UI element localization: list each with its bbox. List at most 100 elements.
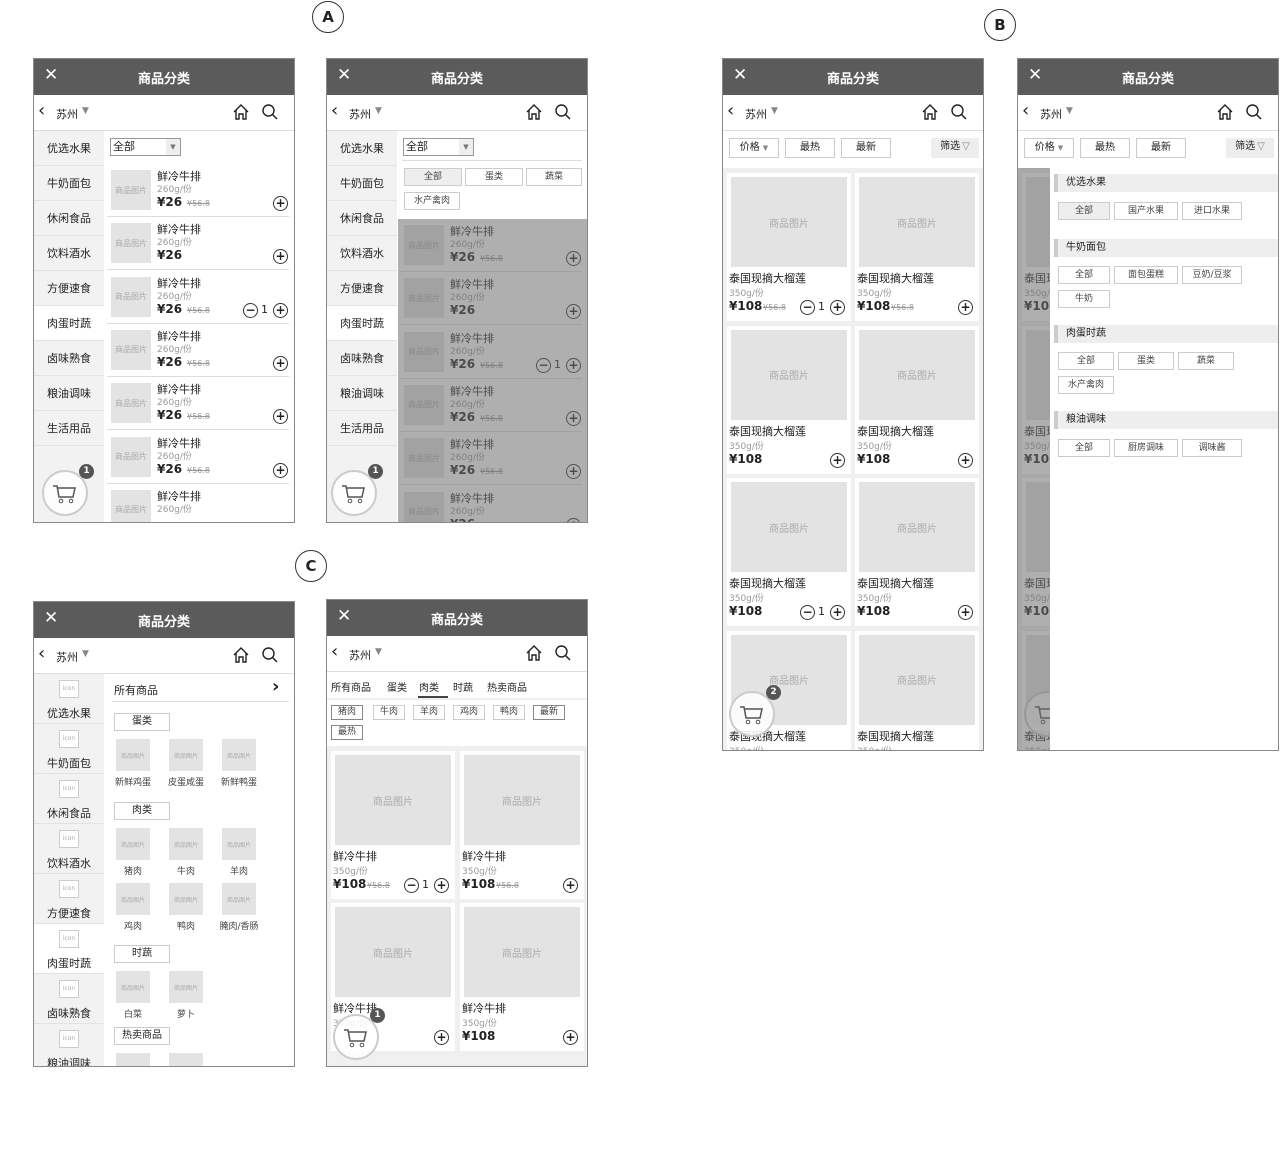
category-thumbnail[interactable]: 商品图片 bbox=[169, 828, 203, 860]
search-icon[interactable] bbox=[554, 644, 572, 666]
plus-button[interactable]: + bbox=[830, 605, 845, 620]
filter-chip[interactable]: 全部 bbox=[1058, 266, 1110, 284]
filter-chip[interactable]: 牛奶 bbox=[1058, 290, 1110, 308]
close-icon[interactable]: ✕ bbox=[44, 608, 59, 628]
tab-item[interactable]: 热卖商品 bbox=[487, 683, 527, 694]
city-selector[interactable]: 苏州 bbox=[349, 649, 371, 662]
filter-chip[interactable]: 鸭肉 bbox=[493, 705, 525, 720]
city-selector[interactable]: 苏州 bbox=[745, 108, 767, 121]
sidebar-item[interactable]: 方便速食 bbox=[327, 271, 397, 306]
filter-chip[interactable]: 羊肉 bbox=[413, 705, 445, 720]
home-icon[interactable] bbox=[232, 646, 250, 668]
filter-chip[interactable]: 水产禽肉 bbox=[404, 192, 460, 210]
sidebar-item[interactable]: icon 粮油调味 bbox=[34, 1024, 104, 1066]
product-card[interactable]: 商品图片泰国现摘大榴莲 350g/份¥108 −1 + bbox=[727, 478, 851, 626]
filter-button[interactable]: 筛选 ▽ bbox=[931, 138, 979, 158]
filter-chip[interactable]: 全部 bbox=[1058, 202, 1110, 220]
city-selector[interactable]: 苏州 bbox=[56, 651, 78, 664]
city-selector[interactable]: 苏州 bbox=[56, 108, 78, 121]
product-card[interactable]: 商品图片泰国现摘大榴莲 350g/份¥108 + bbox=[727, 325, 851, 474]
tab-item[interactable]: 时蔬 bbox=[453, 683, 473, 694]
chevron-left-icon[interactable]: ‹ bbox=[1022, 100, 1030, 121]
filter-chip[interactable]: 蛋类 bbox=[1118, 352, 1174, 370]
chevron-left-icon[interactable]: ‹ bbox=[331, 100, 339, 121]
plus-button[interactable]: + bbox=[273, 409, 288, 425]
filter-chip[interactable]: 最热 bbox=[331, 725, 363, 740]
product-card[interactable]: 商品图片泰国现摘大榴莲 350g/份¥108¥56.8 −1 + bbox=[727, 173, 851, 321]
filter-chip[interactable]: 国产水果 bbox=[1114, 202, 1178, 220]
close-icon[interactable]: ✕ bbox=[1028, 65, 1043, 85]
city-selector[interactable]: 苏州 bbox=[1040, 108, 1062, 121]
product-card[interactable]: 商品图片泰国现摘大榴莲 350g/份¥108¥56.8 + bbox=[855, 173, 979, 321]
category-thumbnail[interactable]: 商品图片 bbox=[116, 971, 150, 1003]
close-icon[interactable]: ✕ bbox=[733, 65, 748, 85]
cart-button[interactable] bbox=[729, 691, 775, 737]
category-thumbnail[interactable]: 商品图片 bbox=[116, 828, 150, 860]
dim-overlay[interactable] bbox=[398, 219, 587, 522]
home-icon[interactable] bbox=[525, 103, 543, 125]
sort-button[interactable]: 最热 bbox=[1080, 138, 1130, 158]
sidebar-item[interactable]: icon 优选水果 bbox=[34, 674, 104, 724]
caret-down-icon[interactable]: ▼ bbox=[82, 649, 89, 659]
sidebar-item[interactable]: 饮料酒水 bbox=[34, 236, 104, 271]
sidebar-item[interactable]: 休闲食品 bbox=[327, 201, 397, 236]
minus-button[interactable]: − bbox=[800, 300, 815, 315]
sidebar-item[interactable]: 粮油调味 bbox=[34, 376, 104, 411]
sort-button[interactable]: 最新 bbox=[841, 138, 891, 158]
filter-button[interactable]: 筛选 ▽ bbox=[1226, 138, 1274, 158]
city-selector[interactable]: 苏州 bbox=[349, 108, 371, 121]
cart-button[interactable] bbox=[333, 1014, 379, 1060]
search-icon[interactable] bbox=[261, 646, 279, 668]
filter-chip[interactable]: 全部 bbox=[1058, 439, 1110, 457]
category-thumbnail[interactable]: 商品图片 bbox=[222, 883, 256, 915]
filter-chip[interactable]: 全部 bbox=[404, 168, 462, 186]
category-dropdown[interactable]: 全部 ▼ bbox=[110, 138, 181, 156]
sidebar-item[interactable]: 生活用品 bbox=[327, 411, 397, 446]
category-thumbnail[interactable]: 商品图片 bbox=[116, 883, 150, 915]
category-thumbnail[interactable]: 商品图片 bbox=[169, 1053, 203, 1066]
product-row[interactable]: 商品图片 鲜冷牛排 260g/份 bbox=[107, 484, 289, 522]
filter-chip[interactable]: 最新 bbox=[533, 705, 565, 720]
cart-button[interactable] bbox=[42, 470, 88, 516]
tab-item[interactable]: 所有商品 bbox=[331, 683, 371, 694]
minus-button[interactable]: − bbox=[800, 605, 815, 620]
plus-button[interactable]: + bbox=[830, 300, 845, 315]
filter-chip[interactable]: 蛋类 bbox=[465, 168, 523, 186]
filter-chip[interactable]: 猪肉 bbox=[331, 705, 363, 720]
plus-button[interactable]: + bbox=[273, 302, 288, 318]
sidebar-item[interactable]: icon 方便速食 bbox=[34, 874, 104, 924]
minus-button[interactable]: − bbox=[243, 302, 258, 318]
product-card[interactable]: 商品图片泰国现摘大榴莲 350g/份¥108 + bbox=[855, 478, 979, 626]
caret-down-icon[interactable]: ▼ bbox=[771, 106, 778, 116]
chevron-left-icon[interactable]: ‹ bbox=[331, 641, 339, 662]
home-icon[interactable] bbox=[232, 103, 250, 125]
filter-chip[interactable]: 豆奶/豆浆 bbox=[1182, 266, 1242, 284]
product-card[interactable]: 商品图片 鲜冷牛排 350g/份 ¥108 ¥56.8 + bbox=[460, 751, 584, 899]
caret-down-icon[interactable]: ▼ bbox=[82, 106, 89, 116]
sidebar-item[interactable]: 肉蛋时蔬 bbox=[34, 306, 104, 341]
product-card[interactable]: 商品图片 鲜冷牛排 350g/份 ¥108 + bbox=[460, 903, 584, 1051]
chevron-left-icon[interactable]: ‹ bbox=[38, 100, 46, 121]
plus-button[interactable]: + bbox=[273, 355, 288, 371]
filter-chip[interactable]: 面包蛋糕 bbox=[1114, 266, 1178, 284]
sidebar-item[interactable]: 牛奶面包 bbox=[327, 166, 397, 201]
category-thumbnail[interactable]: 商品图片 bbox=[222, 828, 256, 860]
sidebar-item[interactable]: 粮油调味 bbox=[327, 376, 397, 411]
chevron-right-icon[interactable]: › bbox=[272, 676, 280, 697]
plus-button[interactable]: + bbox=[563, 1030, 578, 1045]
plus-button[interactable]: + bbox=[273, 249, 288, 265]
category-thumbnail[interactable]: 商品图片 bbox=[116, 1053, 150, 1066]
home-icon[interactable] bbox=[525, 644, 543, 666]
filter-chip[interactable]: 鸡肉 bbox=[453, 705, 485, 720]
filter-chip[interactable]: 牛肉 bbox=[373, 705, 405, 720]
sidebar-item[interactable]: icon 卤味熟食 bbox=[34, 974, 104, 1024]
caret-down-icon[interactable]: ▼ bbox=[375, 106, 382, 116]
chevron-left-icon[interactable]: ‹ bbox=[38, 643, 46, 664]
category-thumbnail[interactable]: 商品图片 bbox=[222, 739, 256, 771]
tab-item[interactable]: 肉类 bbox=[419, 683, 439, 694]
category-thumbnail[interactable]: 商品图片 bbox=[116, 739, 150, 771]
